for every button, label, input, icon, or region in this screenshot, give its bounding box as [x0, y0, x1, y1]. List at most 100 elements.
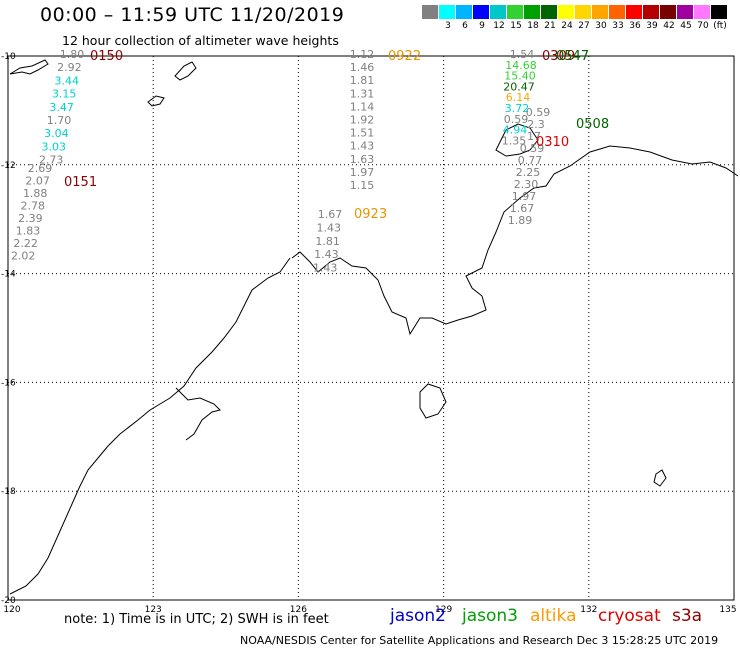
pass-time-label: 0309: [542, 49, 575, 64]
wave-height-value: 0.77: [518, 154, 543, 167]
pass-time-label: 0508: [576, 117, 609, 132]
axis-tick-labels: 120 123 126 129 132 135 -10 -12 -14 -16 -18 -20: [1, 52, 737, 615]
wave-height-value: 2.92: [57, 61, 82, 74]
lon-tick-label: 123: [145, 605, 162, 615]
scale-tick-label: 27: [578, 21, 590, 31]
scale-swatch: [711, 5, 727, 19]
island-outline: [147, 95, 165, 107]
wave-height-value: 1.43: [314, 248, 339, 261]
wave-height-value: 1.88: [23, 187, 48, 200]
scale-tick-label: 33: [612, 21, 624, 31]
wave-height-value: 2.25: [516, 166, 541, 179]
pass-time-label: 0923: [354, 207, 387, 222]
scale-swatch: [677, 5, 693, 19]
credit-line: NOAA/NESDIS Center for Satellite Applica…: [240, 634, 719, 647]
wave-height-value: 20.47: [503, 80, 535, 93]
scale-tick-label: 21: [544, 21, 556, 31]
wave-height-value: 1.54: [510, 48, 535, 61]
scale-swatch: [609, 5, 625, 19]
footer-note: note: 1) Time is in UTC; 2) SWH is in fe…: [64, 612, 329, 627]
pass-time-label: 0922: [388, 49, 421, 64]
scale-swatch: [439, 5, 455, 19]
scale-swatch: [694, 5, 710, 19]
wave-height-value: 1.63: [350, 153, 375, 166]
wave-height-value: 1.67: [318, 208, 343, 221]
wave-height-value: 1.70: [47, 114, 72, 127]
map-subtitle: 12 hour collection of altimeter wave hei…: [62, 33, 339, 48]
island-outline: [653, 469, 667, 487]
wave-height-value: 6.14: [506, 91, 531, 104]
wave-height-value: 1.80: [60, 48, 85, 61]
wave-height-value: 17: [527, 130, 541, 143]
scale-swatch: [626, 5, 642, 19]
scale-swatch: [558, 5, 574, 19]
pass-time-label: 0310: [536, 135, 569, 150]
wave-height-value: 2.30: [514, 178, 539, 191]
lat-tick-label: -10: [1, 52, 16, 62]
wave-height-value: 15.40: [504, 70, 536, 83]
scale-tick-label: 15: [510, 21, 522, 31]
wave-height-value: 2.73: [39, 154, 64, 167]
pass-time-label: 0150: [90, 49, 123, 64]
island-outline: [9, 59, 49, 75]
scale-swatch: [541, 5, 557, 19]
scale-swatch: [473, 5, 489, 19]
wave-height-value: 1.14: [350, 100, 375, 113]
scale-swatch: [524, 5, 540, 19]
scale-tick-label: 45: [680, 21, 692, 31]
wave-height-value: 1.97: [350, 166, 375, 179]
wave-height-value: 1.97: [512, 190, 537, 203]
wave-height-value: 2.07: [25, 175, 50, 188]
wave-height-value: 2.22: [13, 237, 38, 250]
wave-height-value: 2.3: [527, 118, 545, 131]
wave-height-value: 1.51: [350, 127, 375, 140]
scale-tick-label: 9: [479, 21, 485, 31]
wave-height-value: 0.59: [526, 106, 551, 119]
wave-height-value: 1.92: [350, 114, 375, 127]
satellite-legend-item: cryosat: [598, 606, 661, 626]
lon-tick-label: 120: [3, 605, 20, 615]
wave-height-value: 2.39: [18, 212, 43, 225]
wave-height-value: 14.68: [505, 59, 537, 72]
lon-tick-label: 126: [290, 605, 307, 615]
wave-height-value: 0.59: [504, 113, 529, 126]
wave-height-value: 2.78: [21, 200, 46, 213]
wave-height-value: 3.04: [44, 127, 69, 140]
lat-lon-grid: [7, 55, 735, 601]
scale-tick-label: 36: [629, 21, 641, 31]
wave-height-value: 3.15: [52, 88, 77, 101]
wave-height-value: 2.69: [28, 162, 53, 175]
lon-tick-label: 135: [719, 605, 736, 615]
scale-swatch: [456, 5, 472, 19]
scale-tick-label: 42: [663, 21, 675, 31]
bay-outline: [175, 387, 221, 441]
scale-tick-label: 24: [561, 21, 573, 31]
scale-tick-label: 3: [445, 21, 451, 31]
wave-height-value: 1.43: [350, 140, 375, 153]
satellite-legend-item: jason2: [390, 606, 446, 626]
lon-tick-label: 129: [435, 605, 452, 615]
scale-tick-label: 18: [527, 21, 539, 31]
lat-tick-label: -20: [1, 596, 16, 606]
island-outline: [174, 61, 197, 81]
scale-swatch: [507, 5, 523, 19]
pass-time-label: 0547: [556, 49, 589, 64]
wave-height-value: 3.47: [49, 101, 74, 114]
wave-height-value: 0.59: [520, 142, 545, 155]
wave-height-value: 1.46: [350, 61, 375, 74]
island-outline: [495, 123, 539, 157]
scale-swatch: [592, 5, 608, 19]
scale-swatch: [643, 5, 659, 19]
wave-height-value: 1.81: [315, 235, 340, 248]
wave-height-value: 3.72: [505, 102, 530, 115]
scale-swatch: [422, 5, 438, 19]
lat-tick-label: -16: [1, 378, 16, 388]
pass-time-label: 0151: [64, 175, 97, 190]
lat-tick-label: -12: [1, 161, 16, 171]
lat-tick-label: -18: [1, 487, 16, 497]
coastline-west: [9, 257, 291, 595]
wave-height-value: 1.89: [508, 214, 533, 227]
wave-height-value: 3.44: [55, 74, 80, 87]
scale-tick-label: 12: [493, 21, 505, 31]
